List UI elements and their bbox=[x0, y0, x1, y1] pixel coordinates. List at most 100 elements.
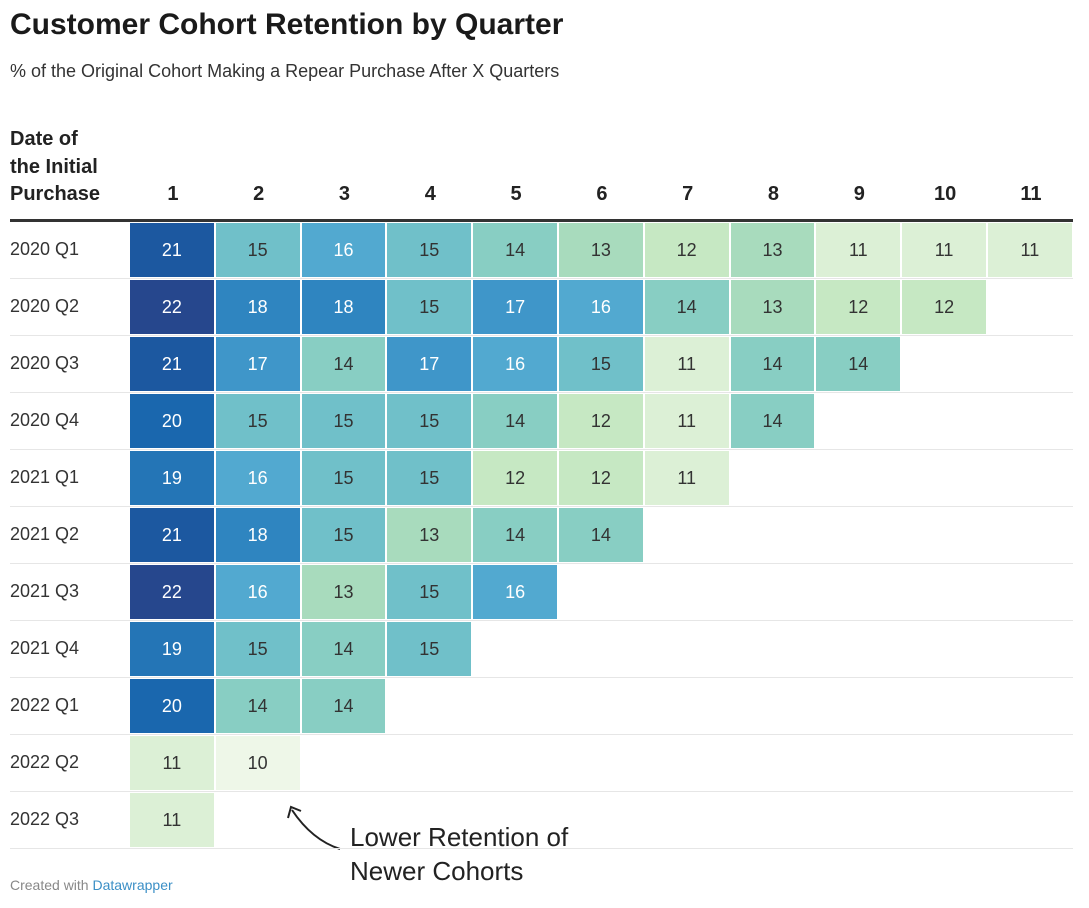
cell: 18 bbox=[301, 280, 386, 334]
cell: 15 bbox=[215, 394, 300, 448]
cell: 21 bbox=[130, 337, 214, 391]
cell: 15 bbox=[387, 223, 472, 277]
row-rule bbox=[10, 734, 1073, 735]
cell: 15 bbox=[387, 394, 472, 448]
cell: 21 bbox=[130, 508, 214, 562]
cell: 16 bbox=[559, 280, 643, 334]
row-label: 2021 Q1 bbox=[10, 467, 80, 487]
cell: 14 bbox=[301, 679, 386, 733]
cell: 15 bbox=[301, 394, 386, 448]
cell: 11 bbox=[644, 337, 729, 391]
cell: 11 bbox=[816, 223, 901, 277]
cell: 20 bbox=[130, 679, 214, 733]
column-header: 7 bbox=[682, 183, 694, 205]
cell: 11 bbox=[644, 394, 729, 448]
cell: 16 bbox=[301, 223, 386, 277]
cell: 12 bbox=[816, 280, 901, 334]
cell: 13 bbox=[301, 565, 386, 619]
row-rule bbox=[10, 848, 1073, 849]
cell: 14 bbox=[816, 337, 901, 391]
cell: 22 bbox=[130, 280, 214, 334]
row-rule bbox=[10, 449, 1073, 450]
cell: 17 bbox=[387, 337, 472, 391]
row-label: 2020 Q2 bbox=[10, 296, 80, 316]
cell: 15 bbox=[387, 622, 472, 676]
row-rule bbox=[10, 506, 1073, 507]
cell: 14 bbox=[215, 679, 300, 733]
cell: 11 bbox=[902, 223, 986, 277]
row-label: 2022 Q1 bbox=[10, 695, 80, 715]
row-rule bbox=[10, 677, 1073, 678]
column-header: 11 bbox=[1020, 183, 1042, 205]
arrow-line bbox=[291, 809, 341, 850]
cell: 14 bbox=[473, 223, 557, 277]
cell: 13 bbox=[730, 223, 815, 277]
cell: 20 bbox=[130, 394, 214, 448]
row-rule bbox=[10, 392, 1073, 393]
column-header: 4 bbox=[424, 183, 436, 205]
row-header: the Initial bbox=[10, 155, 98, 178]
footer-prefix: Created with bbox=[10, 877, 89, 893]
column-header: 2 bbox=[253, 183, 265, 205]
row-label: 2021 Q2 bbox=[10, 524, 80, 544]
row-rule bbox=[10, 620, 1073, 621]
cell: 14 bbox=[473, 508, 557, 562]
cell: 18 bbox=[215, 508, 300, 562]
cell: 10 bbox=[215, 736, 300, 790]
row-label: 2021 Q3 bbox=[10, 581, 80, 601]
cell: 15 bbox=[215, 622, 300, 676]
cell: 19 bbox=[130, 622, 214, 676]
arrow-head bbox=[287, 805, 302, 819]
footer-link[interactable]: Datawrapper bbox=[92, 877, 173, 893]
cell: 14 bbox=[730, 394, 815, 448]
cell: 11 bbox=[130, 793, 214, 847]
cell: 17 bbox=[473, 280, 557, 334]
row-label: 2020 Q3 bbox=[10, 353, 80, 373]
cell: 15 bbox=[387, 280, 472, 334]
cell: 11 bbox=[644, 451, 729, 505]
footer: Created with Datawrapper bbox=[10, 877, 173, 893]
cell: 12 bbox=[473, 451, 557, 505]
row-label: 2022 Q2 bbox=[10, 752, 80, 772]
cell: 15 bbox=[301, 451, 386, 505]
cell: 14 bbox=[730, 337, 815, 391]
column-header: 6 bbox=[596, 183, 608, 205]
cell: 21 bbox=[130, 223, 214, 277]
cell: 15 bbox=[387, 451, 472, 505]
cell: 18 bbox=[215, 280, 300, 334]
cell: 17 bbox=[215, 337, 300, 391]
title: Customer Cohort Retention by Quarter bbox=[10, 8, 564, 41]
cell: 19 bbox=[130, 451, 214, 505]
cell: 11 bbox=[130, 736, 214, 790]
cell: 15 bbox=[215, 223, 300, 277]
cell: 14 bbox=[559, 508, 643, 562]
cell: 13 bbox=[730, 280, 815, 334]
row-rule bbox=[10, 791, 1073, 792]
cell: 14 bbox=[301, 337, 386, 391]
column-header: 10 bbox=[933, 183, 957, 205]
cell: 16 bbox=[215, 565, 300, 619]
subtitle: % of the Original Cohort Making a Repear… bbox=[10, 61, 560, 81]
header-rule bbox=[10, 219, 1073, 222]
cell: 12 bbox=[902, 280, 986, 334]
column-header: 9 bbox=[853, 183, 865, 205]
column-header: 5 bbox=[510, 183, 522, 205]
cell: 12 bbox=[644, 223, 729, 277]
cell: 16 bbox=[473, 337, 557, 391]
annotation: Newer Cohorts bbox=[350, 856, 524, 886]
row-header: Date of bbox=[10, 128, 78, 150]
cell: 11 bbox=[988, 223, 1072, 277]
column-header: 1 bbox=[167, 183, 179, 205]
row-header: Purchase bbox=[10, 183, 101, 205]
cell: 14 bbox=[644, 280, 729, 334]
cell: 22 bbox=[130, 565, 214, 619]
cell: 15 bbox=[559, 337, 643, 391]
row-label: 2022 Q3 bbox=[10, 809, 80, 829]
row-rule bbox=[10, 278, 1073, 279]
cell: 12 bbox=[559, 394, 643, 448]
row-rule bbox=[10, 563, 1073, 564]
row-label: 2021 Q4 bbox=[10, 638, 80, 658]
row-rule bbox=[10, 335, 1073, 336]
